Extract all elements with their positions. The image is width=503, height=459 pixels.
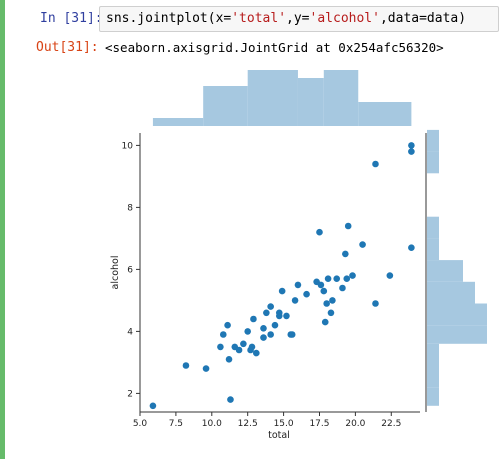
scatter-point (235, 346, 243, 354)
scatter-point (288, 331, 296, 338)
scatter-point (260, 325, 267, 332)
top-histogram-bar (152, 118, 204, 126)
scatter-point (408, 148, 415, 155)
x-tick-label: 7.5 (169, 419, 183, 429)
scatter-point (202, 365, 210, 372)
right-histogram-bar (427, 281, 475, 304)
code-token: 'total' (231, 11, 287, 26)
x-tick-label: 12.5 (238, 419, 258, 429)
x-tick-label: 22.5 (381, 419, 401, 429)
scatter-point (343, 275, 351, 283)
scatter-point (329, 297, 336, 304)
code-token: sns.jointplot(x= (106, 11, 232, 26)
scatter-point (149, 402, 157, 410)
scatter-point (244, 328, 251, 335)
right-histogram-bar (427, 365, 439, 388)
top-histogram-bar (323, 70, 359, 126)
scatter-point (316, 228, 323, 236)
top-histogram-bar (203, 86, 248, 126)
scatter-point (344, 222, 352, 230)
scatter-point (260, 334, 267, 341)
y-tick-label: 6 (127, 265, 133, 275)
top-histogram-bar (247, 70, 298, 126)
cell-selection-bar[interactable] (0, 0, 5, 459)
scatter-point (408, 244, 415, 251)
scatter-point (271, 321, 279, 329)
right-histogram-bar (427, 303, 487, 326)
right-histogram-bar (427, 238, 439, 261)
top-histogram-bar (297, 78, 324, 126)
scatter-point (225, 356, 233, 363)
scatter-point (248, 343, 256, 351)
scatter-point (217, 343, 224, 351)
output-prompt: Out[31]: (36, 40, 99, 55)
right-histogram-bar (427, 129, 439, 152)
scatter-point (253, 349, 260, 357)
scatter-point (303, 290, 310, 298)
scatter-point (349, 272, 356, 279)
scatter-point (278, 287, 286, 295)
x-tick-label: 15.0 (274, 419, 294, 429)
y-tick-label: 4 (127, 327, 133, 337)
code-token: ,data=data) (379, 11, 467, 26)
scatter-point (224, 321, 231, 329)
y-tick-label: 10 (122, 141, 134, 151)
top-histogram-bar (358, 102, 412, 126)
code-input-area[interactable]: sns.jointplot(x='total',y='alcohol',data… (99, 6, 499, 32)
scatter-point (333, 275, 341, 283)
scatter-point (294, 281, 302, 289)
scatter-point (219, 331, 227, 338)
scatter-point (267, 331, 274, 338)
y-tick-label: 2 (127, 389, 133, 399)
scatter-point (324, 275, 332, 283)
scatter-point (291, 297, 299, 304)
scatter-point (240, 340, 247, 348)
code-token: 'alcohol' (309, 11, 380, 26)
scatter-point (342, 250, 349, 258)
y-axis-label: alcohol (110, 256, 121, 290)
x-tick-label: 20.0 (345, 419, 365, 429)
scatter-point (320, 287, 328, 295)
right-histogram-bar (427, 387, 439, 406)
scatter-point (250, 315, 257, 323)
scatter-point (275, 309, 283, 317)
right-histogram-bar (427, 151, 439, 174)
scatter-point (227, 396, 234, 403)
scatter-point (372, 160, 379, 168)
x-tick-label: 5.0 (133, 419, 148, 429)
output-text: <seaborn.axisgrid.JointGrid at 0x254afc5… (105, 40, 444, 55)
input-prompt: In [31]: (40, 11, 103, 26)
right-histogram-bar (427, 325, 487, 344)
x-tick-label: 17.5 (309, 419, 329, 429)
scatter-point (321, 318, 329, 326)
right-histogram-bar (427, 343, 439, 366)
scatter-point (339, 284, 346, 292)
scatter-point (359, 241, 366, 248)
scatter-point (263, 309, 270, 317)
scatter-point (386, 272, 394, 279)
y-tick-label: 8 (127, 203, 133, 213)
scatter-point (408, 142, 415, 149)
scatter-point (317, 281, 325, 289)
code-text[interactable]: sns.jointplot(x='total',y='alcohol',data… (106, 11, 466, 26)
scatter-point (182, 362, 190, 369)
scatter-point (267, 303, 274, 310)
x-tick-label: 10.0 (202, 419, 222, 429)
right-histogram-bar (427, 216, 439, 239)
scatter-point (323, 300, 330, 307)
scatter-point (327, 309, 335, 317)
right-histogram-bar (427, 260, 463, 282)
code-token: ,y= (286, 11, 310, 26)
scatter-point (283, 312, 290, 320)
scatter-point (372, 300, 379, 307)
x-axis-label: total (268, 430, 290, 441)
